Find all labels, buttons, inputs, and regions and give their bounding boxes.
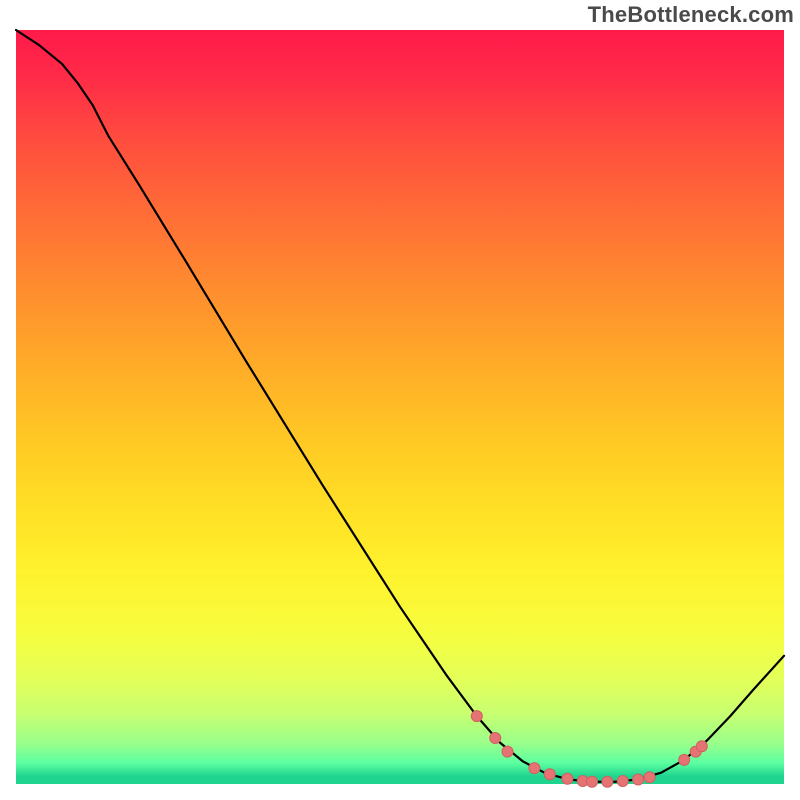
watermark-text: TheBottleneck.com xyxy=(588,0,800,28)
data-marker xyxy=(696,741,707,752)
bottleneck-curve xyxy=(16,30,784,782)
data-marker xyxy=(679,754,690,765)
chart-container: TheBottleneck.com xyxy=(0,0,800,800)
data-marker xyxy=(502,746,513,757)
marker-group xyxy=(471,711,707,788)
data-marker xyxy=(602,776,613,787)
data-marker xyxy=(587,776,598,787)
data-marker xyxy=(471,711,482,722)
plot-area xyxy=(16,30,784,784)
plot-svg xyxy=(16,30,784,784)
data-marker xyxy=(633,774,644,785)
data-marker xyxy=(544,769,555,780)
data-marker xyxy=(490,733,501,744)
data-marker xyxy=(529,763,540,774)
data-marker xyxy=(562,773,573,784)
data-marker xyxy=(644,772,655,783)
data-marker xyxy=(617,775,628,786)
